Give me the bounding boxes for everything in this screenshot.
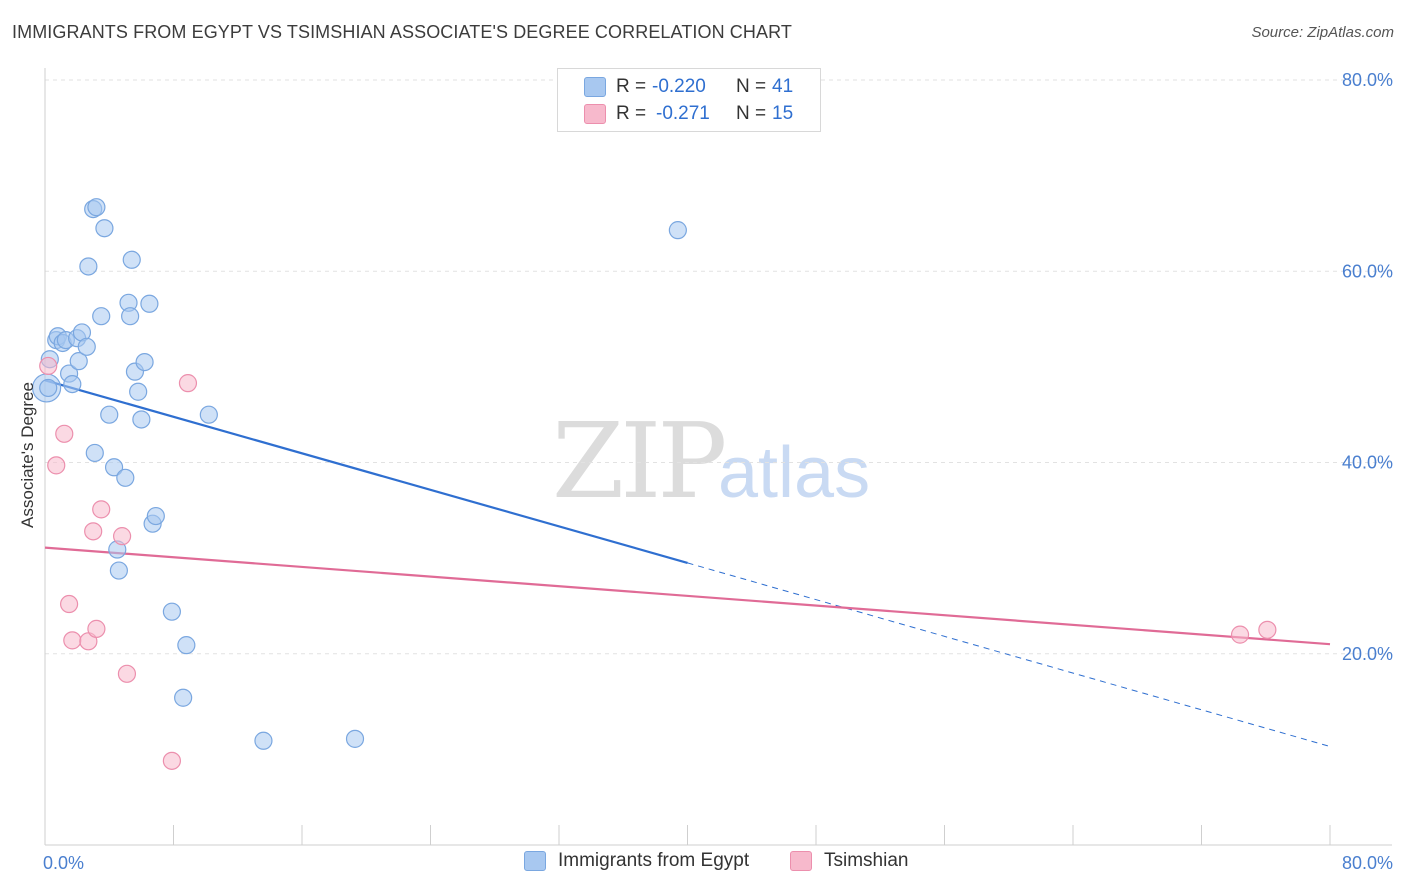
point-egypt xyxy=(77,337,96,356)
point-egypt xyxy=(668,221,687,240)
tick-labels: 20.0% 40.0% 60.0% 80.0% 0.0% 80.0% xyxy=(43,70,1393,873)
legend-label-tsimshian: Tsimshian xyxy=(824,850,909,871)
trend-line-egypt xyxy=(44,379,688,564)
point-egypt xyxy=(109,561,128,580)
legend-r-label: R = xyxy=(616,103,647,124)
point-egypt xyxy=(39,378,58,398)
trend-line-egypt-extension xyxy=(687,562,1331,747)
point-tsimshian xyxy=(92,500,111,519)
y-tick-label: 20.0% xyxy=(1342,644,1393,664)
point-egypt xyxy=(162,602,181,621)
point-tsimshian xyxy=(39,356,58,376)
point-egypt xyxy=(146,506,165,526)
y-tick-label: 40.0% xyxy=(1342,453,1393,473)
point-tsimshian xyxy=(117,664,137,683)
point-tsimshian xyxy=(112,527,132,546)
trend-lines xyxy=(44,379,1331,747)
point-tsimshian xyxy=(162,751,181,770)
axes xyxy=(44,68,1392,846)
point-egypt xyxy=(345,729,365,748)
point-egypt xyxy=(104,458,124,477)
legend-r-value: -0.271 xyxy=(656,103,710,124)
point-tsimshian xyxy=(178,374,198,393)
watermark-zip: ZIP xyxy=(552,400,727,522)
point-tsimshian xyxy=(63,631,82,650)
x-tick-label: 80.0% xyxy=(1342,853,1393,873)
point-egypt xyxy=(116,468,135,487)
point-egypt xyxy=(140,294,159,313)
legend-n-value: 15 xyxy=(772,103,794,124)
legend-item-tsimshian[interactable]: Tsimshian xyxy=(790,850,908,872)
legend-item-egypt[interactable]: Immigrants from Egypt xyxy=(524,850,749,872)
point-egypt xyxy=(132,410,151,429)
data-points xyxy=(32,198,1277,770)
legend-row-tsimshian: R = -0.271 N = 15 xyxy=(558,101,820,127)
legend-swatch-egypt xyxy=(524,851,546,871)
legend-swatch-egypt xyxy=(584,77,606,97)
point-egypt xyxy=(199,405,218,424)
point-egypt xyxy=(95,219,114,238)
legend-n-label: N = xyxy=(736,76,767,97)
point-egypt xyxy=(79,257,98,276)
point-tsimshian xyxy=(59,594,79,614)
chart-title: IMMIGRANTS FROM EGYPT VS TSIMSHIAN ASSOC… xyxy=(12,22,792,42)
legend-n-label: N = xyxy=(736,103,767,124)
y-tick-label: 80.0% xyxy=(1342,70,1393,90)
point-tsimshian xyxy=(87,619,106,638)
point-tsimshian xyxy=(1230,625,1250,644)
point-tsimshian xyxy=(55,424,74,443)
legend-r-value: -0.220 xyxy=(652,76,706,97)
point-egypt xyxy=(100,405,119,424)
legend-r-label: R = xyxy=(616,76,647,97)
point-egypt xyxy=(85,443,104,463)
point-egypt xyxy=(63,374,82,394)
point-egypt xyxy=(135,352,154,372)
legend-swatch-tsimshian xyxy=(790,851,812,871)
point-egypt xyxy=(129,382,148,401)
point-egypt xyxy=(121,307,140,326)
x-tick-label: 0.0% xyxy=(43,853,84,873)
watermark-atlas: atlas xyxy=(718,433,871,513)
trend-line-tsimshian xyxy=(44,546,1331,646)
point-egypt xyxy=(174,688,193,707)
point-egypt xyxy=(87,198,106,217)
point-egypt xyxy=(177,636,196,655)
grid xyxy=(45,79,1392,655)
legend-row-egypt: R = -0.220 N = 41 xyxy=(558,74,820,100)
y-tick-label: 60.0% xyxy=(1342,261,1393,281)
source-label: Source: ZipAtlas.com xyxy=(1251,24,1394,41)
point-egypt xyxy=(69,352,88,371)
point-tsimshian xyxy=(1258,620,1277,639)
point-tsimshian xyxy=(84,522,103,541)
correlation-legend: R = -0.220 N = 41 R = -0.271 N = 15 xyxy=(557,68,821,132)
point-tsimshian xyxy=(47,456,66,475)
legend-n-value: 41 xyxy=(772,76,794,97)
point-egypt xyxy=(254,731,273,750)
legend-label-egypt: Immigrants from Egypt xyxy=(558,850,750,871)
legend-swatch-tsimshian xyxy=(584,104,606,124)
point-egypt xyxy=(92,307,111,326)
point-egypt xyxy=(122,250,141,269)
y-axis-label: Associate's Degree xyxy=(18,382,37,528)
